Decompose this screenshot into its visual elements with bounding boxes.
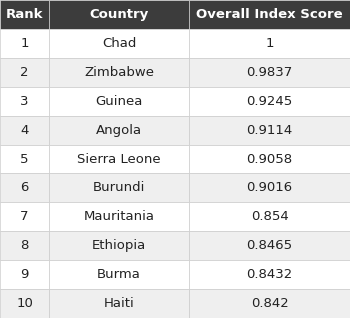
Text: 0.8465: 0.8465: [246, 239, 293, 252]
Text: Country: Country: [89, 8, 149, 21]
Text: 7: 7: [20, 210, 29, 223]
Text: 0.9245: 0.9245: [246, 95, 293, 108]
Bar: [0, 58, 49, 87]
Bar: [0, 87, 49, 116]
Bar: [0, 231, 49, 260]
Text: 8: 8: [20, 239, 29, 252]
Bar: [189, 0, 350, 29]
Bar: [0, 202, 49, 231]
Bar: [49, 289, 189, 318]
Text: 2: 2: [20, 66, 29, 79]
Bar: [0, 145, 49, 173]
Bar: [0, 0, 49, 29]
Bar: [49, 260, 189, 289]
Text: 0.9058: 0.9058: [246, 153, 293, 165]
Text: Burundi: Burundi: [93, 181, 145, 194]
Bar: [0, 29, 49, 58]
Bar: [189, 87, 350, 116]
Text: Mauritania: Mauritania: [84, 210, 154, 223]
Bar: [189, 116, 350, 145]
Bar: [189, 173, 350, 202]
Text: 1: 1: [265, 37, 274, 50]
Bar: [49, 116, 189, 145]
Bar: [0, 173, 49, 202]
Bar: [189, 260, 350, 289]
Text: 0.9114: 0.9114: [246, 124, 293, 137]
Text: 1: 1: [20, 37, 29, 50]
Bar: [0, 289, 49, 318]
Bar: [49, 145, 189, 173]
Bar: [49, 58, 189, 87]
Bar: [189, 58, 350, 87]
Text: 0.8432: 0.8432: [246, 268, 293, 281]
Text: 0.842: 0.842: [251, 297, 288, 310]
Bar: [189, 29, 350, 58]
Text: 4: 4: [20, 124, 29, 137]
Bar: [189, 231, 350, 260]
Text: Guinea: Guinea: [95, 95, 143, 108]
Bar: [189, 202, 350, 231]
Text: Haiti: Haiti: [104, 297, 134, 310]
Bar: [49, 29, 189, 58]
Bar: [49, 87, 189, 116]
Bar: [49, 202, 189, 231]
Text: 0.9016: 0.9016: [246, 181, 293, 194]
Bar: [49, 0, 189, 29]
Text: 0.9837: 0.9837: [246, 66, 293, 79]
Text: Angola: Angola: [96, 124, 142, 137]
Bar: [0, 260, 49, 289]
Text: Zimbabwe: Zimbabwe: [84, 66, 154, 79]
Text: Sierra Leone: Sierra Leone: [77, 153, 161, 165]
Text: Ethiopia: Ethiopia: [92, 239, 146, 252]
Text: 10: 10: [16, 297, 33, 310]
Text: Rank: Rank: [6, 8, 43, 21]
Text: Chad: Chad: [102, 37, 136, 50]
Bar: [49, 231, 189, 260]
Bar: [49, 173, 189, 202]
Bar: [0, 116, 49, 145]
Bar: [189, 145, 350, 173]
Text: 3: 3: [20, 95, 29, 108]
Text: 9: 9: [20, 268, 29, 281]
Text: 5: 5: [20, 153, 29, 165]
Text: Overall Index Score: Overall Index Score: [196, 8, 343, 21]
Text: Burma: Burma: [97, 268, 141, 281]
Text: 0.854: 0.854: [251, 210, 288, 223]
Text: 6: 6: [20, 181, 29, 194]
Bar: [189, 289, 350, 318]
